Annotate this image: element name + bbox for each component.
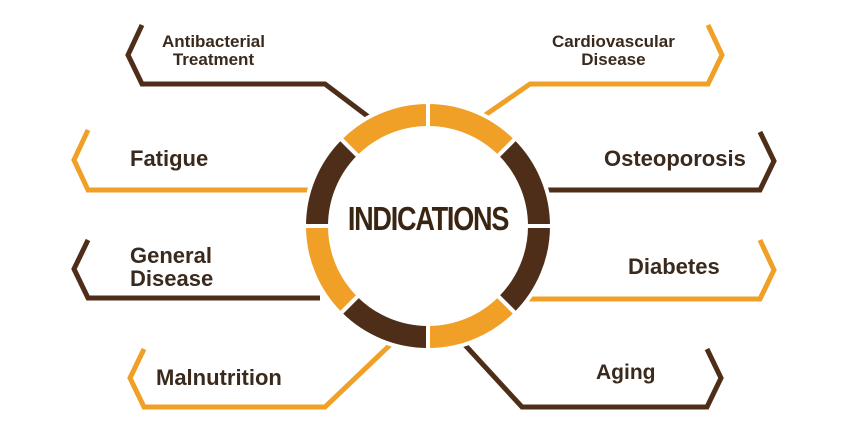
connector-osteoporosis (540, 130, 777, 193)
connector-fatigue (71, 128, 315, 193)
ring-center (332, 130, 524, 322)
label-osteoporosis: Osteoporosis (604, 146, 746, 171)
label-antibacterial-treatment: Antibacterial Treatment (162, 32, 265, 69)
label-cardiovascular-disease: Cardiovascular Disease (552, 32, 675, 69)
center-title: INDICATIONS (347, 200, 510, 237)
label-diabetes: Diabetes (628, 254, 720, 279)
connector-aging (463, 343, 724, 410)
label-fatigue: Fatigue (130, 146, 209, 171)
connector-general-disease (71, 238, 320, 301)
label-aging: Aging (596, 361, 656, 384)
connector-cardiovascular (476, 23, 725, 123)
ring-segment (337, 99, 430, 160)
label-malnutrition: Malnutrition (156, 365, 282, 390)
connector-diabetes (525, 238, 777, 302)
label-general-disease: General Disease (130, 243, 214, 292)
indications-ring (301, 99, 555, 353)
connector-antibacterial (125, 23, 372, 120)
connector-malnutrition (127, 343, 392, 410)
